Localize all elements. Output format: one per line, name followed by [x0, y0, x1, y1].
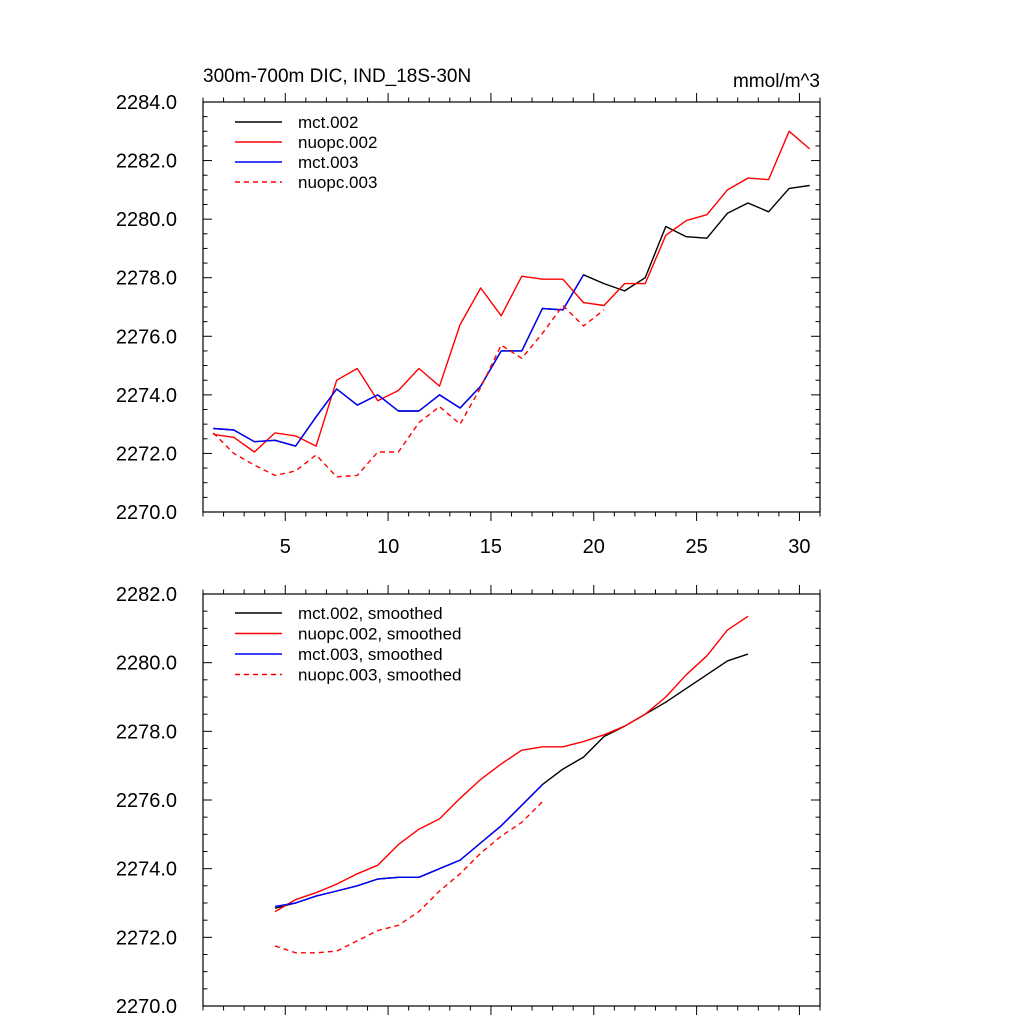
y-tick-label: 2280.0	[116, 209, 177, 231]
plot-frame-bottom	[202, 593, 821, 1007]
legend-label: mct.002, smoothed	[298, 604, 443, 623]
y-tick-label: 2272.0	[116, 443, 177, 465]
series-line-nuopc-002	[213, 130, 811, 453]
axis-ticks-bottom	[202, 585, 821, 1015]
legend-label: mct.002	[298, 113, 358, 132]
series-line-mct-002	[213, 184, 810, 447]
series-lines-top	[212, 130, 811, 478]
legend-label: mct.003	[298, 153, 358, 172]
y-tick-labels-top: 2270.0 2272.0 2274.0 2276.0 2278.0 2280.0 2282…	[116, 92, 177, 524]
legend-label: nuopc.002, smoothed	[298, 625, 462, 644]
y-tick-label: 2274.0	[116, 859, 177, 881]
y-tick-label: 2280.0	[116, 653, 177, 675]
x-tick-label: 30	[788, 536, 810, 558]
x-tick-label: 5	[280, 536, 291, 558]
legend-label: mct.003, smoothed	[298, 645, 443, 664]
y-tick-label: 2278.0	[116, 268, 177, 290]
bottom-chart-panel: 2270.0 2272.0 2274.0 2276.0 2278.0 2280.0 2282…	[116, 584, 821, 1018]
series-line-nuopc-003	[212, 304, 605, 478]
top-chart-panel: 300m-700m DIC, IND_18S-30N mmol/m^3 2270…	[116, 66, 821, 558]
y-tick-label: 2282.0	[116, 584, 177, 606]
units-label: mmol/m^3	[733, 71, 820, 92]
x-tick-label: 10	[377, 536, 399, 558]
legend-label: nuopc.003	[298, 173, 377, 192]
legend-label: nuopc.002	[298, 133, 377, 152]
y-tick-label: 2270.0	[116, 502, 177, 524]
y-tick-label: 2270.0	[116, 996, 177, 1018]
y-tick-label: 2284.0	[116, 92, 177, 114]
plot-frame-top	[202, 101, 821, 513]
x-tick-label: 25	[685, 536, 707, 558]
series-line-mct-003	[213, 274, 585, 447]
y-tick-label: 2282.0	[116, 151, 177, 173]
series-line-mct-003-smoothed	[274, 784, 543, 908]
y-tick-label: 2272.0	[116, 927, 177, 949]
y-tick-labels-bottom: 2270.0 2272.0 2274.0 2276.0 2278.0 2280.0 2282…	[116, 584, 177, 1018]
x-tick-label: 20	[583, 536, 605, 558]
axis-ticks-top	[202, 93, 821, 521]
series-line-mct-002-smoothed	[274, 653, 749, 909]
y-tick-label: 2276.0	[116, 790, 177, 812]
y-tick-label: 2278.0	[116, 721, 177, 743]
series-lines-bottom	[274, 615, 749, 954]
x-tick-label: 15	[480, 536, 502, 558]
x-tick-labels-top: 5 10 15 20 25 30	[280, 536, 811, 558]
y-tick-label: 2274.0	[116, 385, 177, 407]
series-line-nuopc-002-smoothed	[274, 615, 749, 913]
y-tick-label: 2276.0	[116, 326, 177, 348]
chart-title: 300m-700m DIC, IND_18S-30N	[203, 66, 471, 87]
series-line-nuopc-003-smoothed	[274, 801, 543, 954]
legend-label: nuopc.003, smoothed	[298, 666, 462, 685]
legend-bottom: mct.002, smoothed nuopc.002, smoothedmct.…	[235, 604, 462, 685]
